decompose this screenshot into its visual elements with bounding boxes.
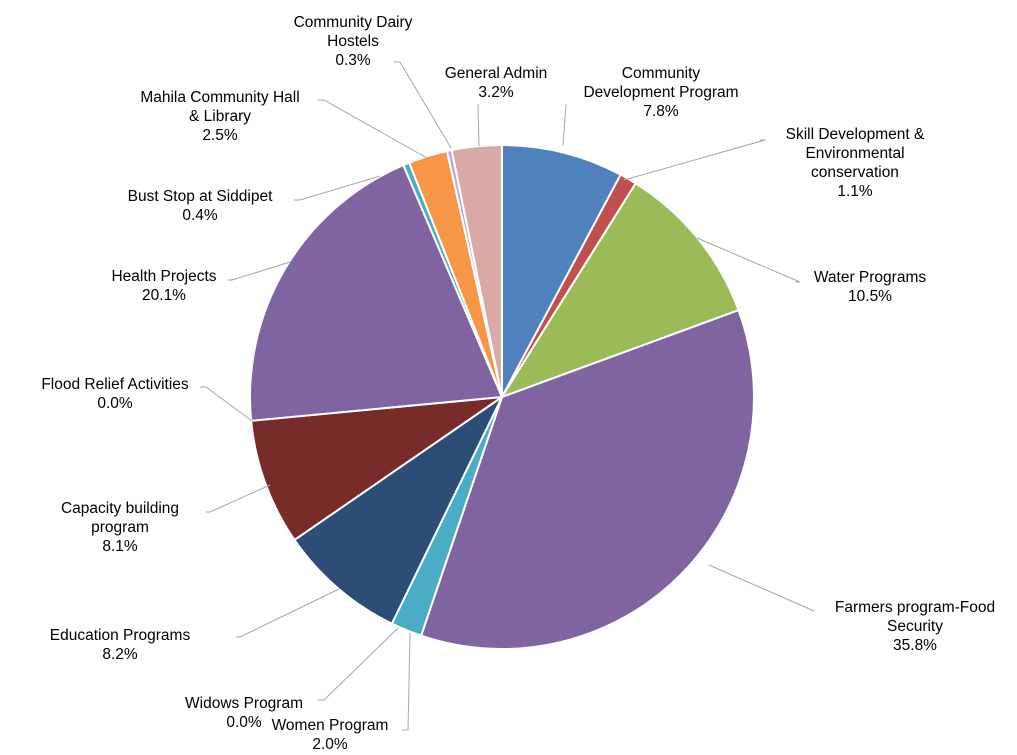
label-health-projects: Health Projects 20.1%	[111, 268, 216, 304]
leader-farmers-program-food-security	[708, 564, 815, 612]
pie-slices	[249, 143, 755, 650]
leader-skill-development-environmental-conservation	[623, 139, 766, 181]
leader-lines	[200, 61, 815, 731]
label-education-programs: Education Programs 8.2%	[50, 627, 191, 663]
slice-health-projects	[249, 163, 504, 422]
label-community-dairy-hostels: Community Dairy Hostels 0.3%	[294, 14, 413, 69]
leader-health-projects	[228, 261, 291, 281]
label-skill-development-environmental-conservation: Skill Development & Environmental conserva…	[786, 126, 925, 200]
slice-farmers-program-food-security	[419, 308, 755, 650]
label-bust-stop-at-siddipet: Bust Stop at Siddipet 0.4%	[128, 188, 273, 224]
leader-widows-program	[318, 627, 399, 701]
label-widows-program: Widows Program 0.0%	[185, 695, 303, 731]
data-labels: Community Development Program 7.8% Skill De…	[41, 14, 995, 753]
leader-capacity-building-program	[206, 484, 271, 513]
slice-community-development-program	[501, 143, 622, 398]
label-general-admin: General Admin 3.2%	[445, 65, 548, 101]
leader-flood-relief-activities	[200, 386, 253, 422]
leader-bust-stop-at-siddipet	[294, 175, 381, 201]
leader-education-programs	[236, 588, 340, 638]
label-community-development-program: Community Development Program 7.8%	[583, 65, 738, 120]
label-women-program: Women Program 2.0%	[272, 717, 389, 753]
label-capacity-building-program: Capacity building program 8.1%	[61, 500, 179, 555]
slice-general-admin	[450, 143, 503, 398]
leader-women-program	[402, 632, 411, 731]
label-flood-relief-activities: Flood Relief Activities 0.0%	[41, 376, 189, 412]
leader-mahila-community-hall-library	[318, 99, 428, 159]
label-mahila-community-hall-library: Mahila Community Hall & Library 2.5%	[140, 89, 299, 144]
label-water-programs: Water Programs 10.5%	[814, 269, 927, 305]
label-farmers-program-food-security: Farmers program-Food Security 35.8%	[835, 599, 995, 654]
leader-water-programs	[696, 237, 801, 283]
leader-community-dairy-hostels	[394, 61, 452, 149]
slice-education-programs	[293, 394, 505, 625]
leader-general-admin	[477, 103, 480, 147]
leader-community-development-program	[562, 103, 567, 146]
slice-capacity-building-program	[250, 395, 506, 542]
